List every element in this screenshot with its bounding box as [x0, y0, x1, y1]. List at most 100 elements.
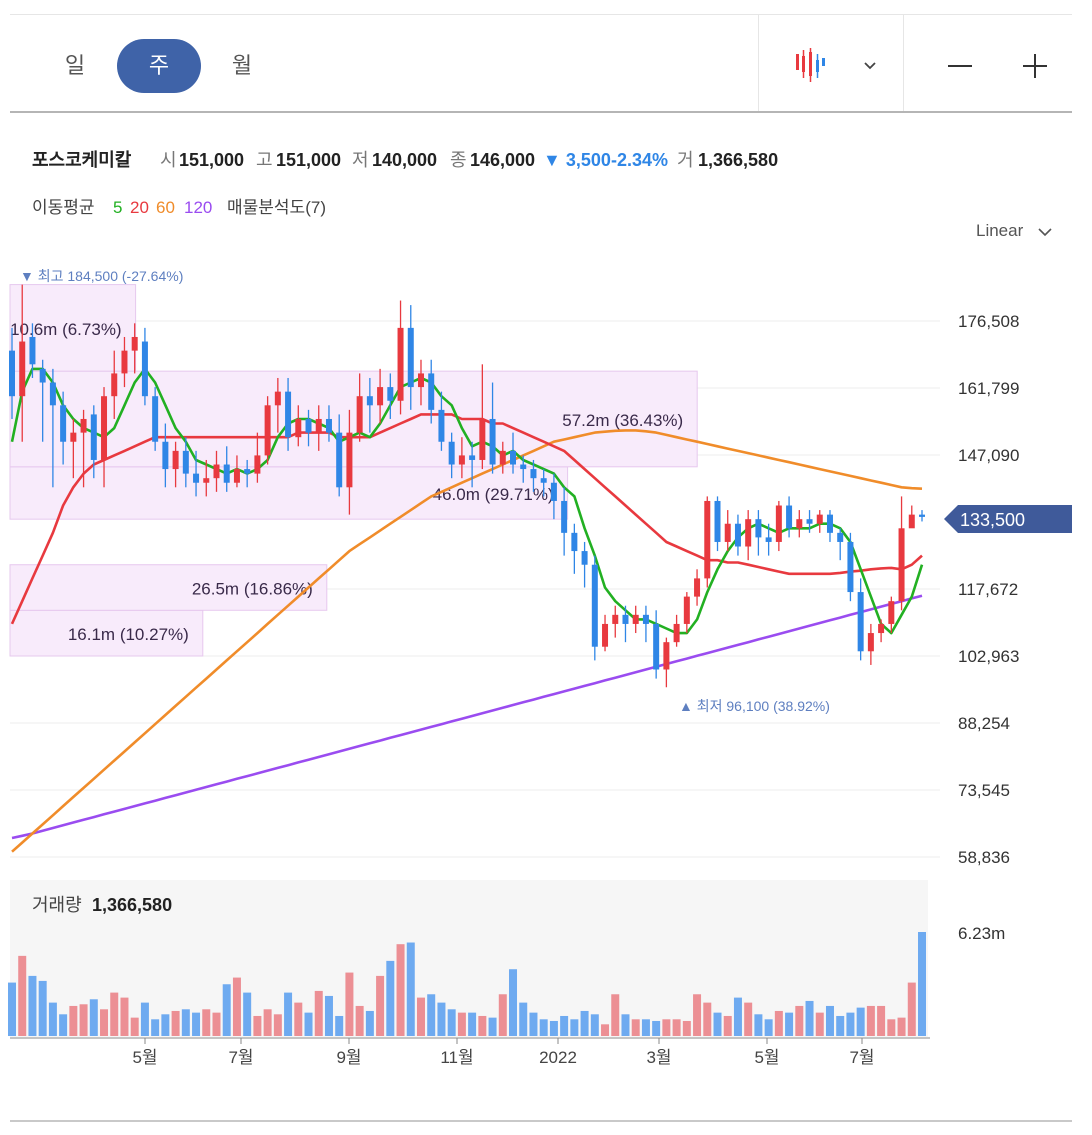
period-tab-day[interactable]: 일 [64, 53, 86, 78]
zoom-out-button[interactable] [935, 39, 985, 93]
chart-style-button[interactable] [780, 39, 840, 93]
candle-body [141, 341, 148, 397]
volume-bar [406, 942, 415, 1036]
candle-body [816, 514, 823, 524]
candle-body [356, 396, 363, 433]
volume-bar [836, 1015, 845, 1036]
price-tick-label: 176,508 [958, 312, 1019, 331]
extreme-annotations: ▼ 최고 184,500 (-27.64%) ▲ 최저 96,100 (38.9… [20, 268, 830, 714]
candle-body [673, 623, 680, 643]
candle-body [775, 505, 782, 542]
ma120-label[interactable]: 120 [184, 198, 212, 217]
ma5-line [10, 367, 924, 635]
volume-bar [468, 1012, 477, 1036]
candle-body [366, 396, 373, 406]
zoom-in-button[interactable] [1010, 39, 1060, 93]
ma20-line [10, 413, 923, 625]
stock-name: 포스코케미칼 [32, 150, 132, 170]
volume-bar [212, 1012, 221, 1036]
candle-body [244, 469, 251, 474]
volume-bar [427, 994, 436, 1036]
volume-bar [365, 1010, 374, 1036]
volume-pane-background [10, 880, 928, 1037]
volume-bar [151, 1019, 160, 1036]
ma5-label[interactable]: 5 [113, 198, 122, 217]
volume-bar [560, 1015, 569, 1036]
volume-bar [825, 1005, 834, 1036]
candle-body [520, 464, 527, 470]
chevron-down-icon [1038, 228, 1052, 237]
candle-body [796, 519, 803, 529]
price-axis: 176,508 161,799 147,090 117,672 102,963 88,25… [958, 312, 1019, 867]
candle-body [254, 455, 261, 474]
chart-style-dropdown[interactable] [855, 39, 885, 93]
volume-profile-label[interactable]: 매물분석도(7) [227, 198, 326, 217]
volume-profile-bar [9, 466, 569, 520]
bottom-divider [10, 1120, 1072, 1122]
candle-body [561, 500, 568, 533]
low-label: 저 [352, 150, 369, 170]
ma20-label[interactable]: 20 [130, 198, 149, 217]
candle-body [152, 396, 159, 442]
candle-body [70, 432, 77, 442]
volume-value: 1,366,580 [698, 150, 778, 170]
scale-selector[interactable]: Linear [976, 221, 1052, 240]
time-tick-label: 5월 [754, 1048, 779, 1067]
volume-bar [570, 1019, 579, 1036]
volume-bar [284, 992, 293, 1036]
minus-icon [948, 65, 972, 67]
candle-body [632, 614, 639, 624]
candle-body [90, 414, 97, 460]
candle-body [233, 469, 240, 483]
ma-label[interactable]: 이동평균 [32, 198, 95, 217]
period-tab-week[interactable]: 주 [117, 39, 201, 93]
change-value: ▼ 3,500 [543, 150, 611, 170]
volume-bar [100, 1009, 109, 1036]
indicator-legend: 이동평균 5 20 60 120 매물분석도(7) [32, 198, 326, 217]
candle-body [704, 500, 711, 579]
volume-bar [723, 1015, 732, 1036]
candlestick-icon [796, 48, 825, 82]
candle-body [489, 418, 496, 465]
volume-bar [856, 1007, 865, 1036]
period-tab-month[interactable]: 월 [231, 53, 253, 78]
volume-bar [918, 932, 926, 1036]
candle-body [745, 519, 752, 547]
ma120-line [11, 594, 923, 840]
volume-bar [263, 1009, 272, 1036]
volume-bar [703, 1002, 712, 1036]
candle-body [550, 482, 557, 501]
volume-bar [437, 1002, 446, 1036]
ma60-label[interactable]: 60 [156, 198, 175, 217]
candle-body [898, 528, 905, 602]
candle-body [755, 519, 762, 538]
candle-body [581, 551, 588, 565]
volume-bar [590, 1014, 599, 1036]
change-percent: -2.34% [611, 150, 668, 170]
volume-bar [907, 982, 916, 1036]
candle-body [479, 418, 486, 460]
volume-bar [38, 980, 47, 1036]
price-tick-label: 73,545 [958, 781, 1010, 800]
candle-body [469, 455, 476, 460]
volume-bar [355, 1005, 364, 1036]
scale-selector-label[interactable]: Linear [976, 221, 1024, 240]
time-tick-label: 7월 [849, 1048, 874, 1067]
current-price-tag: 133,500 [944, 505, 1072, 533]
volume-bar [273, 1014, 282, 1036]
candle-body [223, 464, 230, 483]
close-value: 146,000 [470, 150, 535, 170]
volume-bar [294, 1002, 303, 1036]
volume-bar [866, 1005, 875, 1036]
volume-bar [641, 1019, 650, 1036]
volume-bar [89, 999, 98, 1036]
volume-bar [171, 1010, 180, 1036]
candle-body [612, 614, 619, 624]
open-value: 151,000 [179, 150, 244, 170]
volume-bar [785, 1012, 794, 1036]
candle-body [315, 418, 322, 433]
candle-body [571, 532, 578, 552]
candle-body [919, 514, 925, 517]
volume-profile-label: 16.1m (10.27%) [68, 625, 189, 644]
